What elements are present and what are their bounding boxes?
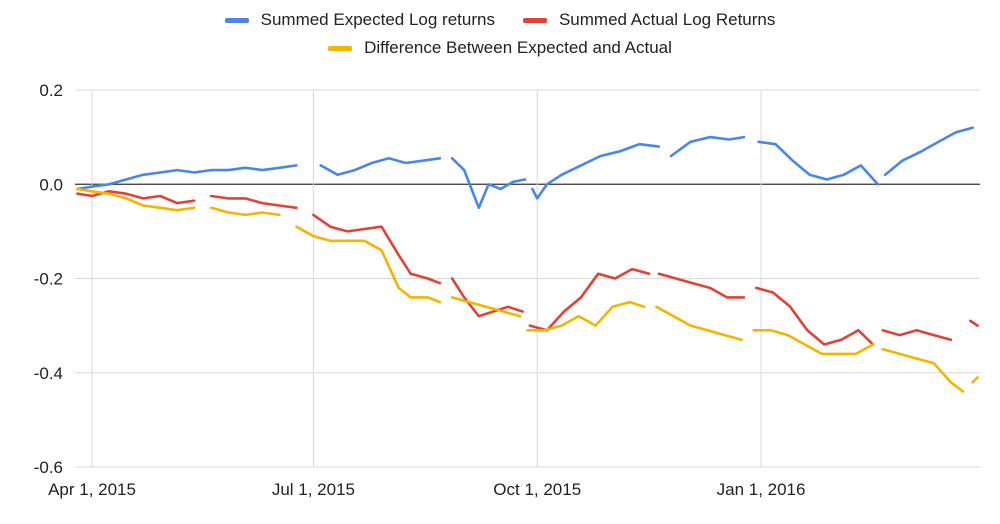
x-tick-label: Jul 1, 2015 bbox=[272, 480, 355, 499]
legend-label-difference: Difference Between Expected and Actual bbox=[364, 38, 672, 57]
legend-swatch-expected bbox=[224, 17, 249, 23]
y-tick-label: -0.2 bbox=[34, 270, 63, 289]
legend-swatch-actual bbox=[522, 17, 547, 23]
legend-item-expected: Summed Expected Log returns bbox=[224, 10, 495, 30]
y-tick-label: -0.4 bbox=[34, 364, 63, 383]
series-line-difference bbox=[76, 187, 979, 393]
y-tick-label: 0.0 bbox=[39, 175, 63, 194]
legend-swatch-difference bbox=[328, 45, 353, 51]
legend-row-2: Difference Between Expected and Actual bbox=[0, 38, 1000, 58]
legend-label-actual: Summed Actual Log Returns bbox=[558, 10, 776, 29]
x-tick-label: Oct 1, 2015 bbox=[493, 480, 581, 499]
y-tick-label: 0.2 bbox=[39, 81, 63, 100]
x-tick-label: Apr 1, 2015 bbox=[48, 480, 136, 499]
series-line-actual bbox=[76, 190, 979, 346]
series-line-expected bbox=[76, 126, 974, 210]
x-tick-label: Jan 1, 2016 bbox=[717, 480, 806, 499]
tick-layer: 0.2 0.0 -0.2 -0.4 -0.6 Apr 1, 2015 Jul 1, 2015… bbox=[34, 81, 806, 499]
legend-item-actual: Summed Actual Log Returns bbox=[522, 10, 776, 30]
legend-row-1: Summed Expected Log returns Summed Actua… bbox=[0, 10, 1000, 30]
legend-label-expected: Summed Expected Log returns bbox=[260, 10, 495, 29]
y-tick-label: -0.6 bbox=[34, 458, 63, 477]
series-layer bbox=[76, 126, 979, 393]
legend-item-difference: Difference Between Expected and Actual bbox=[328, 38, 672, 58]
grid-layer bbox=[75, 89, 980, 468]
